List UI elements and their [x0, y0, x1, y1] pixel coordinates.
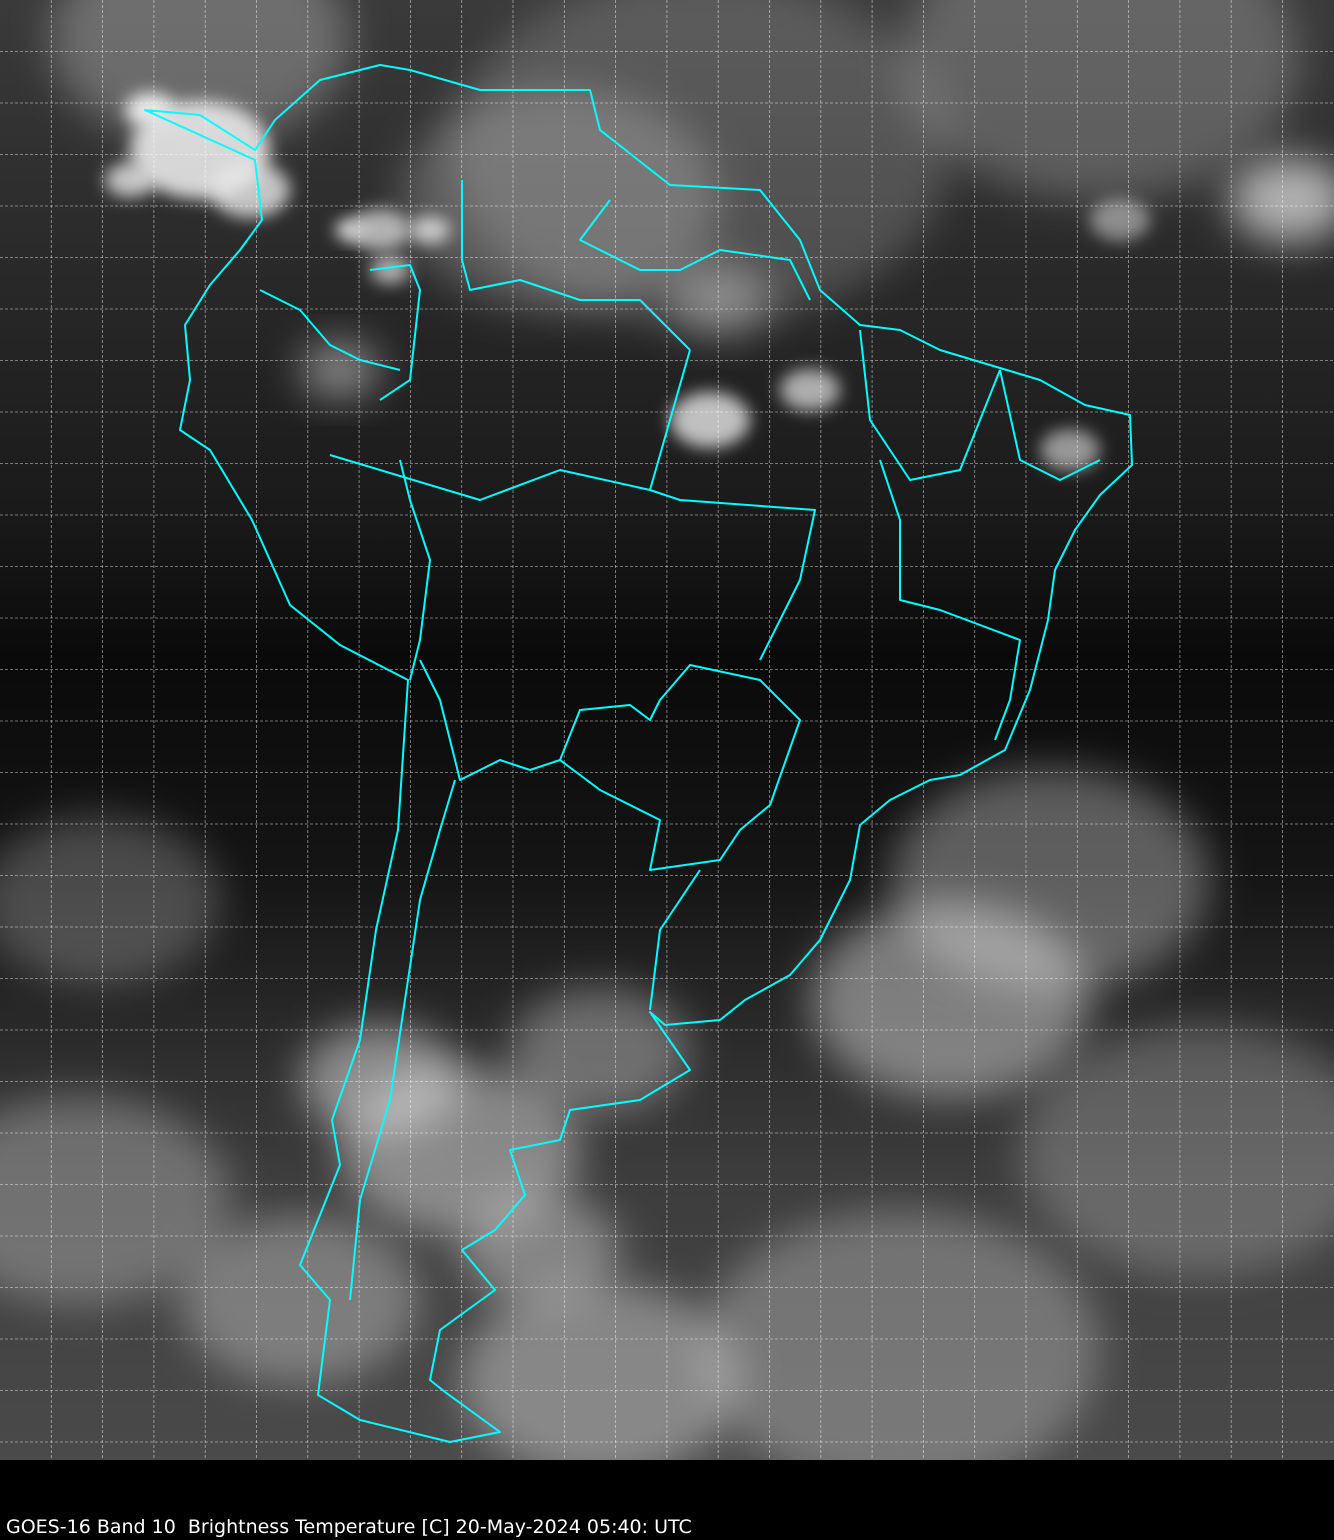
cloud-blob — [210, 162, 290, 218]
cloud-blob — [180, 1216, 420, 1384]
country-borders — [259, 180, 1101, 1301]
cloud-blob — [370, 256, 410, 284]
cloud-field — [0, 0, 1334, 1460]
cloud-blob — [450, 0, 950, 325]
cloud-blob — [0, 1095, 230, 1305]
cloud-blob — [335, 219, 365, 241]
south-america-coastline — [144, 64, 1133, 1443]
cloud-blob — [700, 1210, 1100, 1460]
cloud-blob — [105, 162, 155, 198]
cloud-blob — [900, 0, 1300, 200]
cloud-blob — [890, 768, 1210, 992]
lat-lon-grid — [0, 0, 1334, 1460]
caption-bar: GOES-16 Band 10 Brightness Temperature [… — [0, 1460, 1334, 1540]
cloud-blob — [670, 392, 750, 448]
cloud-blob — [1230, 158, 1334, 242]
product-caption: GOES-16 Band 10 Brightness Temperature [… — [6, 1516, 692, 1538]
cloud-blob — [510, 987, 690, 1113]
satellite-map — [0, 0, 1334, 1460]
coastline-borders — [144, 64, 1133, 1443]
cloud-blob — [0, 816, 220, 984]
cloud-blob — [340, 1066, 580, 1234]
cloud-blob — [460, 1282, 740, 1460]
cloud-blob — [300, 342, 380, 398]
cloud-blob — [350, 209, 410, 251]
cloud-blob — [460, 1194, 620, 1306]
cloud-blob — [50, 0, 350, 145]
cloud-blob — [1090, 199, 1150, 241]
cloud-blob — [1020, 1024, 1334, 1276]
cloud-blob — [1040, 429, 1100, 471]
cloud-blob — [780, 369, 840, 411]
